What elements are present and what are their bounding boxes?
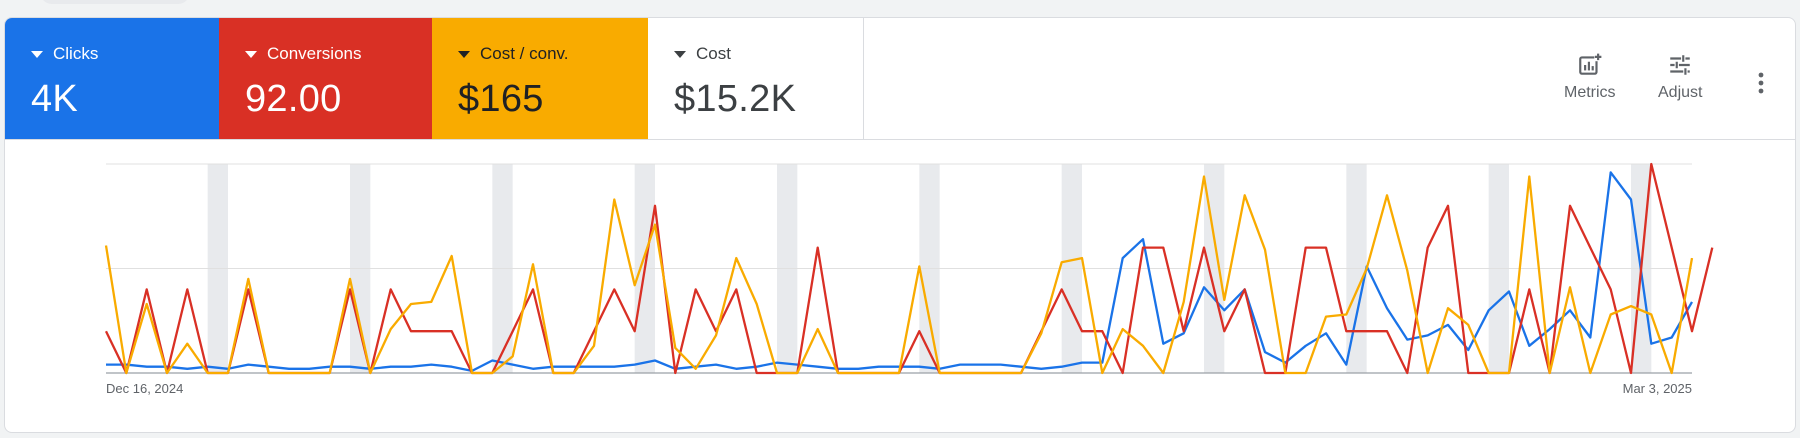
scorecard-cost-per-conversion[interactable]: Cost / conv. $165 xyxy=(432,18,648,139)
scorecard-label: Conversions xyxy=(267,44,362,63)
scorecard-label: Clicks xyxy=(53,44,99,63)
add-chart-icon xyxy=(1578,52,1603,75)
scorecard-header: Conversions xyxy=(245,44,432,64)
scorecard-value: 4K xyxy=(31,78,79,120)
tune-icon xyxy=(1670,55,1690,75)
series-line-cost-conv xyxy=(104,175,1694,375)
scorecard-conversions[interactable]: Conversions 92.00 xyxy=(219,18,432,139)
performance-line-chart: Dec 16, 2024 Mar 3, 2025 xyxy=(104,162,1714,396)
header-divider xyxy=(5,139,1795,140)
page-tab-shadow xyxy=(40,0,190,4)
series-line-clicks xyxy=(106,171,1693,373)
scorecard-label: Cost xyxy=(696,44,731,63)
scorecard-value: $15.2K xyxy=(674,78,797,120)
scorecard-value: 92.00 xyxy=(245,78,342,120)
scorecard-value: $165 xyxy=(458,78,544,120)
scorecard-header: Cost / conv. xyxy=(458,44,648,64)
dropdown-caret-icon xyxy=(458,50,470,58)
scorecard-clicks[interactable]: Clicks 4K xyxy=(5,18,219,139)
series-line-conversions xyxy=(104,162,1714,375)
adjust-label: Adjust xyxy=(1658,84,1703,101)
metrics-label: Metrics xyxy=(1564,84,1616,101)
dropdown-caret-icon xyxy=(31,50,43,58)
x-axis-start-label: Dec 16, 2024 xyxy=(106,381,183,396)
dropdown-caret-icon xyxy=(674,50,686,58)
scorecard-header: Cost xyxy=(674,44,863,64)
adjust-button[interactable]: Adjust xyxy=(1658,52,1702,102)
scorecard-header: Clicks xyxy=(31,44,219,64)
scorecard-row: Clicks 4K Conversions 92.00 Cost / conv.… xyxy=(5,18,864,139)
more-vert-icon xyxy=(1758,72,1764,94)
scorecard-label: Cost / conv. xyxy=(480,44,569,63)
more-options-button[interactable] xyxy=(1746,68,1776,98)
metrics-button[interactable]: Metrics xyxy=(1564,52,1616,102)
performance-card: Clicks 4K Conversions 92.00 Cost / conv.… xyxy=(4,17,1796,433)
scorecard-cost[interactable]: Cost $15.2K xyxy=(648,18,864,139)
dropdown-caret-icon xyxy=(245,50,257,58)
x-axis-end-label: Mar 3, 2025 xyxy=(1623,381,1692,396)
